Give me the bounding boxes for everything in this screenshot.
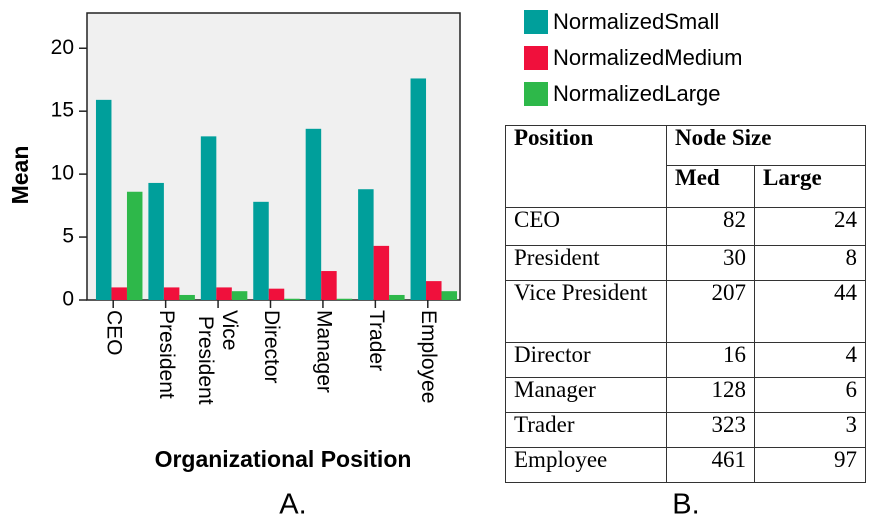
- table-cell: Trader: [505, 412, 667, 448]
- table-row: CEO 82 24: [505, 207, 866, 246]
- table-cell: 97: [754, 447, 866, 483]
- x-tick-label: Manager: [312, 310, 335, 393]
- table-cell: 3: [754, 412, 866, 448]
- table-cell: 6: [754, 377, 866, 413]
- table-cell: President: [505, 245, 667, 281]
- bar: [441, 291, 458, 300]
- table-cell: Employee: [505, 447, 667, 483]
- table-row: President 30 8: [505, 245, 866, 281]
- x-tick-label: Employee: [417, 310, 440, 403]
- table-row: Manager 128 6: [505, 377, 866, 413]
- table-cell: 24: [754, 207, 866, 246]
- legend-swatch: [524, 82, 548, 106]
- legend-label: NormalizedLarge: [553, 81, 721, 106]
- legend-swatch: [524, 10, 548, 34]
- bar: [95, 99, 112, 301]
- bar: [111, 287, 127, 300]
- header-cell: Position: [505, 125, 667, 208]
- table-cell: 207: [666, 280, 755, 343]
- x-tick-label: CEO: [103, 310, 126, 356]
- bar: [373, 245, 390, 300]
- table-cell: 30: [666, 245, 755, 281]
- table-cell: 16: [666, 342, 755, 378]
- table-cell: 323: [666, 412, 755, 448]
- table-row: Director 16 4: [505, 342, 866, 378]
- bar: [305, 128, 322, 300]
- bar: [216, 287, 232, 300]
- header-row: Med Large: [506, 165, 866, 208]
- y-tick-label: 20: [51, 36, 74, 59]
- bar: [410, 78, 427, 300]
- table: Position Node Size Med Large CEO 82 24 Pres…: [505, 125, 866, 483]
- x-tick-label: Director: [260, 310, 283, 384]
- bar: [426, 281, 442, 300]
- bar: [179, 294, 195, 300]
- bar: [389, 294, 405, 300]
- y-tick-label: 10: [51, 162, 74, 185]
- bar: [253, 201, 269, 300]
- bar: [268, 288, 285, 300]
- plot-area: [86, 12, 461, 301]
- legend-label: NormalizedMedium: [553, 45, 743, 70]
- bar: [148, 182, 164, 300]
- x-tick-label: Vice President: [195, 310, 242, 405]
- header-cell: Med: [666, 165, 755, 208]
- table-cell: CEO: [505, 207, 667, 246]
- bar: [231, 291, 248, 300]
- table-cell: 461: [666, 447, 755, 483]
- bar: [321, 271, 337, 300]
- table-cell: Manager: [505, 377, 667, 413]
- table-cell: 4: [754, 342, 866, 378]
- panel-label: B.: [672, 489, 699, 521]
- table-row: Employee 461 97: [505, 447, 866, 483]
- table-cell: 82: [666, 207, 755, 246]
- x-tick-label: Trader: [365, 310, 388, 371]
- table-row: Vice President 207 44: [505, 280, 866, 343]
- table-cell: Director: [505, 342, 667, 378]
- table-row: Trader 323 3: [505, 412, 866, 448]
- y-axis-title: Mean: [7, 146, 33, 205]
- bar: [336, 298, 353, 300]
- y-tick-label: 15: [51, 99, 74, 122]
- bar: [284, 298, 300, 300]
- table-cell: 8: [754, 245, 866, 281]
- legend-label: NormalizedSmall: [553, 9, 719, 34]
- table-cell: 128: [666, 377, 755, 413]
- x-tick-label: President: [155, 310, 178, 399]
- bar: [358, 189, 374, 300]
- panel-label: A.: [279, 489, 306, 521]
- bar: [200, 136, 217, 300]
- x-axis-title: Organizational Position: [155, 446, 412, 472]
- bar: [126, 191, 143, 300]
- y-tick-label: 0: [62, 288, 74, 311]
- table-cell: 44: [754, 280, 866, 343]
- y-tick-label: 5: [62, 225, 74, 248]
- table-cell: Vice President: [505, 280, 667, 343]
- legend-swatch: [524, 46, 548, 70]
- bar: [163, 287, 180, 300]
- header-cell: Node Size: [666, 125, 866, 166]
- header-cell: Large: [754, 165, 866, 208]
